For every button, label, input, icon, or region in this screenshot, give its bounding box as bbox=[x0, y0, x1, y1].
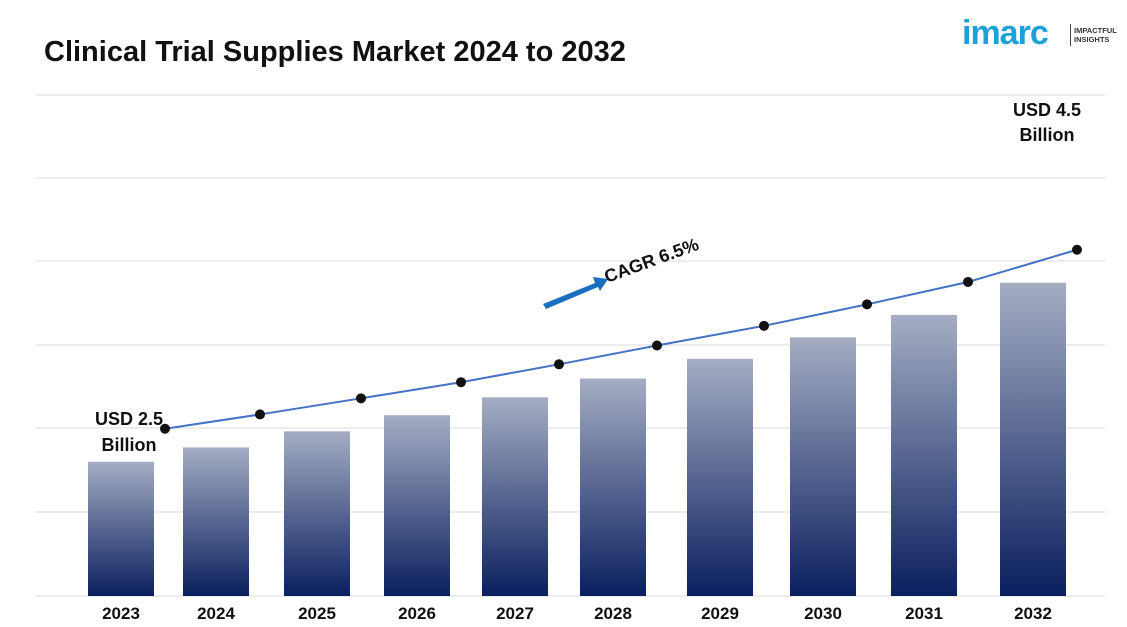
cagr-arrow-icon bbox=[543, 277, 608, 309]
trend-point-2023 bbox=[160, 423, 170, 434]
trend-point-2029 bbox=[759, 320, 769, 331]
x-tick-label: 2027 bbox=[496, 604, 534, 623]
x-tick-label: 2032 bbox=[1014, 604, 1052, 623]
bar-2027 bbox=[482, 397, 548, 596]
logo-tagline: IMPACTFUL INSIGHTS bbox=[1074, 26, 1117, 44]
bar-2032 bbox=[1000, 282, 1066, 596]
bar-2023 bbox=[88, 461, 154, 596]
end-value-label-line1: USD 4.5 bbox=[1013, 100, 1081, 120]
x-tick-label: 2023 bbox=[102, 604, 140, 623]
logo-wordmark: imarc bbox=[962, 14, 1049, 52]
bar-2030 bbox=[790, 337, 856, 596]
bar-2025 bbox=[284, 431, 350, 596]
trend-point-2025 bbox=[356, 393, 366, 404]
x-tick-label: 2026 bbox=[398, 604, 436, 623]
imarc-logo: imarc IMPACTFUL INSIGHTS bbox=[962, 12, 1122, 56]
bar-2026 bbox=[384, 415, 450, 596]
trend-point-2027 bbox=[554, 359, 564, 370]
x-tick-label: 2030 bbox=[804, 604, 842, 623]
x-tick-label: 2025 bbox=[298, 604, 336, 623]
trend-point-2028 bbox=[652, 340, 662, 351]
start-value-label-line2: Billion bbox=[102, 435, 157, 455]
bar-2031 bbox=[891, 314, 957, 596]
page-title: Clinical Trial Supplies Market 2024 to 2… bbox=[44, 36, 626, 68]
trend-point-2030 bbox=[862, 299, 872, 310]
trend-point-2032 bbox=[1072, 244, 1082, 255]
x-tick-label: 2031 bbox=[905, 604, 943, 623]
trend-point-2024 bbox=[255, 409, 265, 420]
x-tick-label: 2024 bbox=[197, 604, 235, 623]
bars bbox=[88, 282, 1066, 596]
bar-2028 bbox=[580, 378, 646, 596]
trend-point-2031 bbox=[963, 276, 973, 287]
x-tick-label: 2029 bbox=[701, 604, 739, 623]
bar-2024 bbox=[183, 447, 249, 596]
bar-2029 bbox=[687, 358, 753, 596]
logo-divider bbox=[1070, 24, 1071, 46]
end-value-label-line2: Billion bbox=[1020, 125, 1075, 145]
x-axis-ticks: 2023 2024 2025 2026 2027 2028 2029 2030 2031 2032 bbox=[102, 604, 1052, 623]
cagr-label: CAGR 6.5% bbox=[602, 234, 702, 287]
trend-line bbox=[164, 248, 1078, 430]
x-tick-label: 2028 bbox=[594, 604, 632, 623]
logo-tagline-line1: IMPACTFUL bbox=[1074, 26, 1117, 35]
trend-point-2026 bbox=[456, 377, 466, 388]
start-value-label-line1: USD 2.5 bbox=[95, 409, 163, 429]
logo-tagline-line2: INSIGHTS bbox=[1074, 35, 1110, 44]
trend-line-group bbox=[160, 244, 1082, 434]
